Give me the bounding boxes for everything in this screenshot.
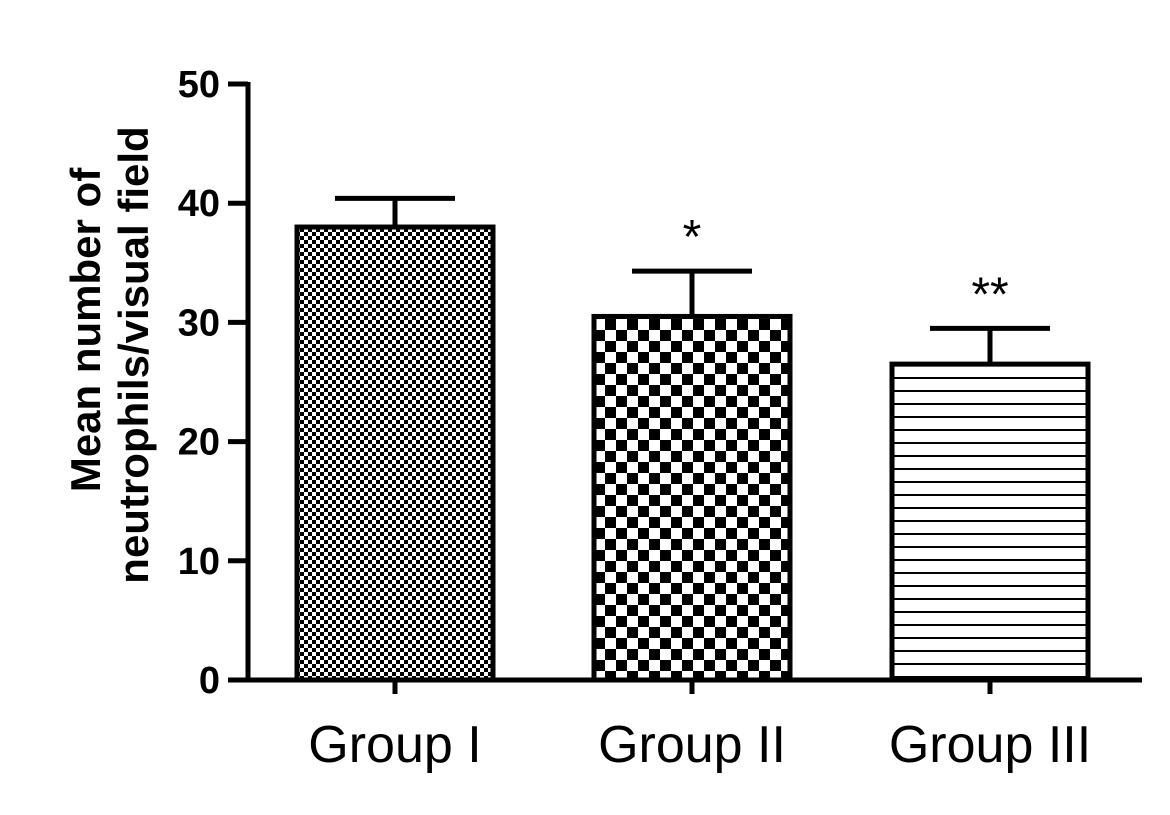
y-tick-label: 30 xyxy=(178,302,220,344)
x-tick-label: Group III xyxy=(889,716,1091,774)
y-axis-label: Mean number of neutrophils/visual field xyxy=(62,126,157,583)
y-tick-label: 0 xyxy=(199,660,220,702)
bar-group-i xyxy=(294,224,496,683)
y-axis-label-line-1: Mean number of xyxy=(62,167,109,492)
y-tick-label: 40 xyxy=(178,183,220,225)
y-tick-label: 20 xyxy=(178,422,220,464)
y-tick-label: 50 xyxy=(178,64,220,106)
bar-group-iii xyxy=(889,361,1091,683)
y-axis-ticks: 0 10 20 30 40 50 xyxy=(178,64,248,702)
significance-marker: * xyxy=(683,211,702,264)
significance-markers: *** xyxy=(683,211,1009,321)
y-axis-label-line-2: neutrophils/visual field xyxy=(110,126,157,583)
significance-marker: ** xyxy=(971,268,1008,321)
bar-group-ii xyxy=(591,313,793,683)
x-tick-label: Group I xyxy=(308,716,481,774)
x-tick-label: Group II xyxy=(598,716,786,774)
error-bars xyxy=(335,195,1050,365)
x-axis-ticks: Group I Group II Group III xyxy=(308,680,1091,774)
y-tick-label: 10 xyxy=(178,541,220,583)
bars xyxy=(294,224,1091,683)
